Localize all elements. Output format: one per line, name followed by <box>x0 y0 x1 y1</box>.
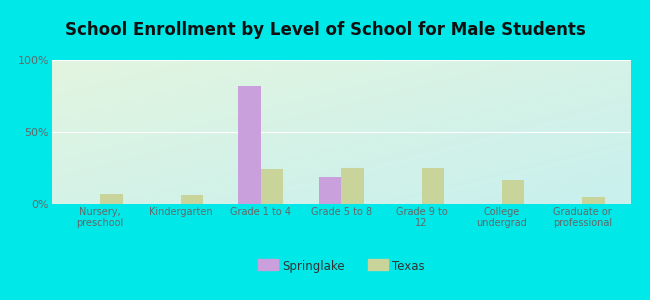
Bar <box>318 177 341 204</box>
Legend: Springlake, Texas: Springlake, Texas <box>254 255 429 277</box>
Bar <box>239 86 261 204</box>
Bar <box>502 179 525 204</box>
Bar <box>100 194 123 204</box>
Bar <box>261 169 283 204</box>
Text: School Enrollment by Level of School for Male Students: School Enrollment by Level of School for… <box>64 21 586 39</box>
Bar <box>341 168 364 204</box>
Bar <box>422 168 444 204</box>
Bar <box>582 197 604 204</box>
Bar <box>181 195 203 204</box>
